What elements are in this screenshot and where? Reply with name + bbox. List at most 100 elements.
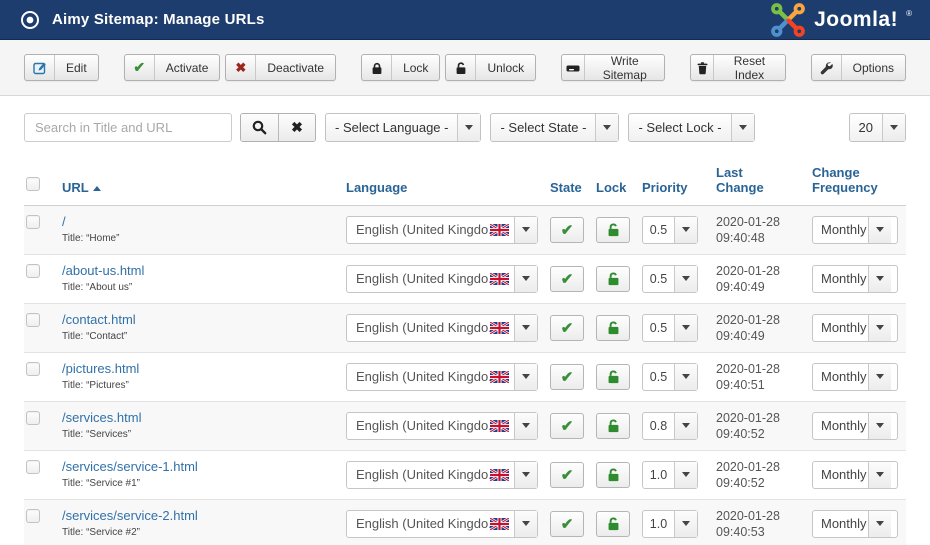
language-filter-select[interactable]: - Select Language - <box>325 113 482 142</box>
clear-search-button[interactable]: ✖ <box>278 114 315 141</box>
language-select[interactable]: English (United Kingdo... <box>346 313 538 342</box>
column-header-url[interactable]: URL <box>62 180 346 196</box>
state-active-button[interactable]: ✔ <box>550 461 584 488</box>
caret-down-icon <box>868 510 891 537</box>
priority-select[interactable]: 0.5 <box>642 264 698 293</box>
table-row: /services.html Title: “Services” English… <box>24 401 906 451</box>
column-header-priority[interactable]: Priority <box>642 179 688 195</box>
priority-select[interactable]: 0.5 <box>642 362 698 391</box>
priority-select[interactable]: 1.0 <box>642 460 698 489</box>
state-active-button[interactable]: ✔ <box>550 216 584 243</box>
row-checkbox[interactable] <box>26 410 40 425</box>
caret-down-icon <box>674 216 697 243</box>
state-active-button[interactable]: ✔ <box>550 314 584 341</box>
change-frequency-select[interactable]: Monthly <box>812 215 898 244</box>
url-link[interactable]: /services/service-1.html <box>62 459 198 475</box>
url-title: Title: “Service #2” <box>62 527 140 539</box>
deactivate-button[interactable]: ✖ Deactivate <box>225 54 337 81</box>
last-change-time: 09:40:51 <box>716 377 765 392</box>
last-change-cell: 2020-01-28 09:40:48 <box>716 214 812 247</box>
caret-down-icon <box>674 412 697 439</box>
priority-select[interactable]: 0.5 <box>642 215 698 244</box>
last-change-date: 2020-01-28 <box>716 263 780 278</box>
uk-flag-icon <box>490 511 514 537</box>
state-active-button[interactable]: ✔ <box>550 412 584 439</box>
lock-open-button[interactable] <box>596 265 630 292</box>
page-size-select[interactable]: 20 <box>848 113 906 142</box>
column-header-change-frequency[interactable]: Change Frequency <box>812 165 878 195</box>
sort-asc-icon <box>92 185 101 191</box>
column-header-language[interactable]: Language <box>346 179 408 195</box>
row-checkbox[interactable] <box>26 312 40 327</box>
row-checkbox[interactable] <box>26 263 40 278</box>
check-icon: ✔ <box>560 368 574 386</box>
language-select[interactable]: English (United Kingdo... <box>346 362 538 391</box>
column-header-lock[interactable]: Lock <box>596 179 627 195</box>
table-row: /contact.html Title: “Contact” English (… <box>24 303 906 353</box>
lock-button[interactable]: Lock <box>361 54 441 81</box>
caret-down-icon <box>868 314 891 341</box>
last-change-date: 2020-01-28 <box>716 410 780 425</box>
select-all-checkbox[interactable] <box>26 176 40 191</box>
search-button[interactable] <box>241 114 278 141</box>
lock-open-button[interactable] <box>596 216 630 243</box>
change-frequency-select[interactable]: Monthly <box>812 411 898 440</box>
table-row: / Title: “Home” English (United Kingdo..… <box>24 205 906 255</box>
options-button[interactable]: Options <box>810 54 906 81</box>
table-row: /services/service-2.html Title: “Service… <box>24 499 906 545</box>
state-active-button[interactable]: ✔ <box>550 510 584 537</box>
url-title: Title: “Pictures” <box>62 380 129 392</box>
row-checkbox[interactable] <box>26 459 40 474</box>
priority-select[interactable]: 0.8 <box>642 411 698 440</box>
url-link[interactable]: /services.html <box>62 410 142 426</box>
column-header-last-change[interactable]: Last Change <box>716 165 764 195</box>
lock-open-button[interactable] <box>596 510 630 537</box>
change-frequency-select[interactable]: Monthly <box>812 362 898 391</box>
state-active-button[interactable]: ✔ <box>550 363 584 390</box>
language-select[interactable]: English (United Kingdo... <box>346 509 538 538</box>
edit-icon <box>25 55 55 80</box>
change-frequency-select[interactable]: Monthly <box>812 313 898 342</box>
url-title: Title: “Service #1” <box>62 478 140 490</box>
clear-icon: ✖ <box>291 119 303 135</box>
caret-down-icon <box>514 461 537 488</box>
language-select[interactable]: English (United Kingdo... <box>346 264 538 293</box>
state-active-button[interactable]: ✔ <box>550 265 584 292</box>
url-link[interactable]: /contact.html <box>62 312 136 328</box>
row-checkbox[interactable] <box>26 214 40 229</box>
lock-open-button[interactable] <box>596 363 630 390</box>
lock-filter-select[interactable]: - Select Lock - <box>628 113 755 142</box>
last-change-cell: 2020-01-28 09:40:49 <box>716 263 812 296</box>
column-header-state[interactable]: State <box>550 179 582 195</box>
url-link[interactable]: / <box>62 214 66 230</box>
lock-open-button[interactable] <box>596 412 630 439</box>
search-input[interactable] <box>24 113 232 142</box>
reset-index-button[interactable]: Reset Index <box>690 54 786 82</box>
state-filter-select[interactable]: - Select State - <box>490 113 620 142</box>
row-checkbox[interactable] <box>26 361 40 376</box>
write-sitemap-button[interactable]: Write Sitemap <box>561 54 666 82</box>
change-frequency-select[interactable]: Monthly <box>812 264 898 293</box>
check-icon: ✔ <box>125 55 155 80</box>
last-change-cell: 2020-01-28 09:40:53 <box>716 508 812 541</box>
lock-open-button[interactable] <box>596 461 630 488</box>
language-select[interactable]: English (United Kingdo... <box>346 460 538 489</box>
priority-select[interactable]: 0.5 <box>642 313 698 342</box>
edit-button[interactable]: Edit <box>24 54 99 81</box>
priority-select[interactable]: 1.0 <box>642 509 698 538</box>
lock-open-button[interactable] <box>596 314 630 341</box>
activate-button[interactable]: ✔ Activate <box>123 54 221 81</box>
language-select[interactable]: English (United Kingdo... <box>346 215 538 244</box>
language-select[interactable]: English (United Kingdo... <box>346 411 538 440</box>
change-frequency-select[interactable]: Monthly <box>812 509 898 538</box>
caret-down-icon <box>595 114 619 141</box>
row-checkbox[interactable] <box>26 508 40 523</box>
url-link[interactable]: /pictures.html <box>62 361 140 377</box>
unlock-open-icon <box>606 320 621 335</box>
table-row: /pictures.html Title: “Pictures” English… <box>24 353 906 402</box>
last-change-cell: 2020-01-28 09:40:51 <box>716 361 812 394</box>
unlock-button[interactable]: Unlock <box>445 54 537 81</box>
change-frequency-select[interactable]: Monthly <box>812 460 898 489</box>
url-link[interactable]: /services/service-2.html <box>62 508 198 524</box>
url-link[interactable]: /about-us.html <box>62 263 145 279</box>
